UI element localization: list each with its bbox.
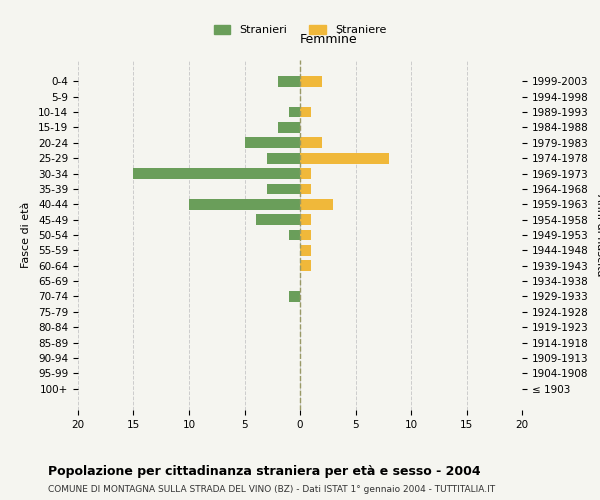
Text: Femmine: Femmine (300, 33, 358, 46)
Bar (189, 199, 300, 209)
Bar (266, 153, 300, 164)
Bar (278, 76, 300, 86)
Bar (278, 122, 300, 133)
Bar (300, 230, 311, 240)
Bar (300, 199, 334, 209)
Bar (300, 168, 311, 179)
Bar (300, 153, 389, 164)
Legend: Stranieri, Straniere: Stranieri, Straniere (209, 20, 391, 40)
Bar (300, 214, 311, 225)
Bar (300, 245, 311, 256)
Y-axis label: Anni di nascita: Anni di nascita (595, 194, 600, 276)
Text: COMUNE DI MONTAGNA SULLA STRADA DEL VINO (BZ) - Dati ISTAT 1° gennaio 2004 - TUT: COMUNE DI MONTAGNA SULLA STRADA DEL VINO… (48, 485, 495, 494)
Bar (300, 106, 311, 118)
Bar (289, 106, 300, 118)
Bar (256, 214, 300, 225)
Bar (266, 184, 300, 194)
Bar (300, 76, 322, 86)
Bar (300, 138, 322, 148)
Bar (289, 230, 300, 240)
Bar (300, 260, 311, 271)
Y-axis label: Fasce di età: Fasce di età (21, 202, 31, 268)
Bar (133, 168, 300, 179)
Text: Popolazione per cittadinanza straniera per età e sesso - 2004: Popolazione per cittadinanza straniera p… (48, 465, 481, 478)
Bar (289, 291, 300, 302)
Bar (300, 184, 311, 194)
Bar (245, 138, 300, 148)
